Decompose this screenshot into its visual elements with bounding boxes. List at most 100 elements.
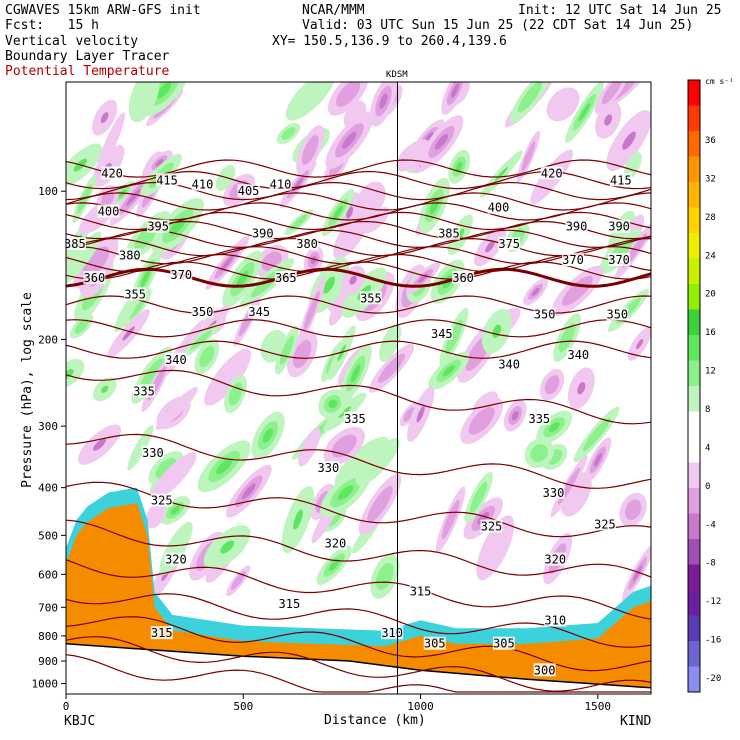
velocity-blob <box>310 256 317 265</box>
colorbar-tick-label: 0 <box>705 482 710 492</box>
theta-label: 415 <box>610 173 632 187</box>
theta-label: 340 <box>165 353 187 367</box>
velocity-blob <box>362 207 390 234</box>
colorbar-tick-label: 32 <box>705 174 716 184</box>
terrain-line <box>66 642 651 689</box>
theta-label-bg <box>542 485 565 499</box>
theta-label: 320 <box>544 553 566 567</box>
theta-label-bg <box>492 636 515 650</box>
y-axis-label: Pressure (hPa), log scale <box>20 292 35 488</box>
theta-label: 380 <box>296 237 318 251</box>
colorbar-swatch <box>688 105 700 132</box>
velocity-blob <box>494 166 508 182</box>
velocity-blob <box>355 438 400 486</box>
velocity-blob <box>623 151 642 181</box>
theta-label: 375 <box>498 237 520 251</box>
velocity-blob <box>328 559 340 572</box>
velocity-blob <box>331 434 357 458</box>
theta-label: 310 <box>381 626 403 640</box>
theta-contour <box>66 559 651 620</box>
velocity-blob <box>622 131 636 150</box>
velocity-blob <box>367 486 393 523</box>
theta-label-bg <box>480 519 503 533</box>
x-tick-label: 0 <box>63 700 70 713</box>
velocity-blob <box>230 571 246 590</box>
theta-label: 315 <box>410 584 432 598</box>
x-tick-label: 500 <box>233 700 253 713</box>
theta-label: 420 <box>541 166 563 180</box>
theta-contour <box>66 340 651 359</box>
velocity-blob <box>303 290 320 332</box>
theta-label-bg <box>164 552 187 566</box>
velocity-blob <box>281 127 296 140</box>
colorbar-swatch <box>688 182 700 208</box>
velocity-blob <box>156 82 172 99</box>
theta-label-bg <box>150 493 173 507</box>
theta-label-bg <box>593 517 616 531</box>
theta-label-bg <box>269 177 292 191</box>
velocity-blob <box>445 319 463 355</box>
theta-label-bg <box>150 626 173 640</box>
theta-label: 370 <box>562 253 584 267</box>
theta-label: 350 <box>192 305 214 319</box>
colorbar-swatch <box>688 131 700 157</box>
velocity-blob <box>150 452 197 501</box>
theta-label-bg <box>608 219 631 233</box>
theta-label-bg <box>191 305 214 319</box>
velocity-blob <box>328 399 338 409</box>
velocity-blob <box>632 565 643 582</box>
theta-label-bg <box>423 636 446 650</box>
colorbar-swatch <box>688 80 700 106</box>
theta-label-bg <box>83 270 106 284</box>
theta-label: 350 <box>534 308 556 322</box>
theta-label-bg <box>498 357 521 371</box>
colorbar-tick-label: 16 <box>705 328 716 338</box>
theta-label-bg <box>540 166 563 180</box>
x-tick-label: 1000 <box>407 700 434 713</box>
velocity-blob <box>122 326 135 341</box>
y-tick-label: 600 <box>38 568 58 581</box>
colorbar-units: cm s⁻¹ <box>705 77 734 86</box>
theta-label-bg <box>101 166 124 180</box>
velocity-blob <box>468 406 495 435</box>
theta-label-bg <box>528 411 551 425</box>
theta-label: 410 <box>270 178 292 192</box>
theta-label-bg <box>565 219 588 233</box>
velocity-blob <box>582 417 611 452</box>
theta-label-bg <box>324 536 347 550</box>
theta-label: 370 <box>608 253 630 267</box>
colorbar-swatch <box>688 335 700 361</box>
colorbar-tick-label: -8 <box>705 559 716 569</box>
velocity-blob <box>241 483 256 500</box>
theta-label: 390 <box>566 220 588 234</box>
theta-label-bg <box>609 173 632 187</box>
colorbar-tick-label: 12 <box>705 367 716 377</box>
colorbar-swatch <box>688 488 700 514</box>
velocity-blob <box>429 197 439 215</box>
colorbar-tick-label: 24 <box>705 251 716 261</box>
velocity-blob <box>548 422 560 433</box>
theta-contour <box>66 237 651 257</box>
velocity-blob <box>349 275 357 285</box>
theta-label: 305 <box>424 637 446 651</box>
theta-label-bg <box>533 307 556 321</box>
colorbar-tick-label: 36 <box>705 136 716 146</box>
theta-label-bg <box>124 287 147 301</box>
theta-label: 410 <box>192 178 214 192</box>
org-label: NCAR/MMM <box>302 3 365 18</box>
velocity-blob <box>477 512 490 525</box>
theta-label: 355 <box>360 291 382 305</box>
velocity-blob <box>455 161 463 172</box>
theta-label: 415 <box>156 173 178 187</box>
velocity-blob <box>376 562 394 590</box>
y-tick-label: 500 <box>38 529 58 542</box>
velocity-blob <box>126 189 141 206</box>
velocity-blob <box>350 364 361 383</box>
theta-label: 360 <box>452 271 474 285</box>
theta-label: 335 <box>528 412 550 426</box>
velocity-blob <box>636 339 644 350</box>
velocity-blob <box>403 407 415 422</box>
velocity-blob <box>328 286 353 326</box>
plot-frame <box>65 81 652 695</box>
